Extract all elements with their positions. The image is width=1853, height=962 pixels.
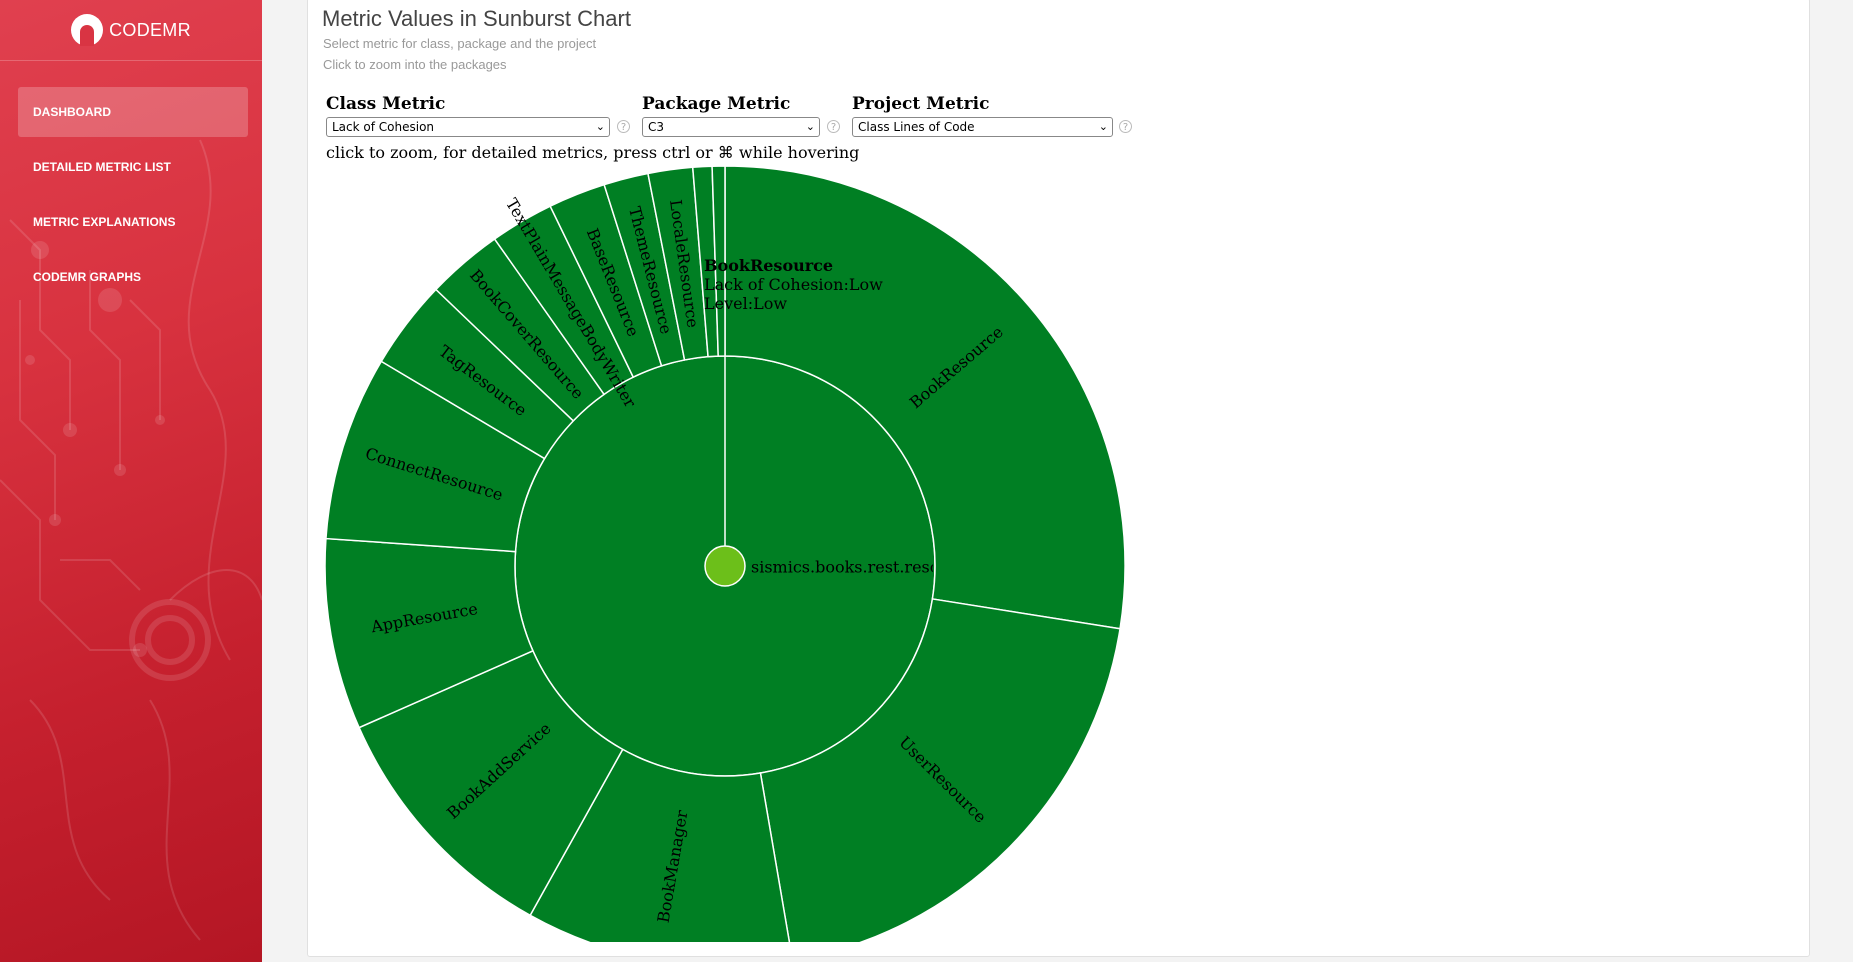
sunburst-class-arc[interactable] — [759, 598, 1121, 942]
package-metric-value: C3 — [648, 120, 665, 134]
sunburst-center-label: sismics.books.rest.reso — [751, 558, 939, 577]
project-metric-help-icon[interactable]: ? — [1119, 120, 1132, 133]
sidebar-item-detailed-metric-list[interactable]: DETAILED METRIC LIST — [33, 160, 171, 174]
tooltip-level: Level:Low — [704, 294, 788, 313]
zoom-hint: click to zoom, for detailed metrics, pre… — [326, 143, 860, 162]
tooltip-title: BookResource — [704, 256, 834, 275]
package-metric-label: Package Metric — [642, 94, 791, 114]
project-metric-value: Class Lines of Code — [858, 120, 975, 134]
sunburst-class-arc[interactable] — [724, 165, 1126, 630]
sidebar-circuit-decoration — [0, 139, 262, 941]
chevron-down-icon: ⌄ — [1098, 120, 1108, 133]
class-metric-value: Lack of Cohesion — [332, 120, 435, 134]
sidebar-item-dashboard[interactable]: DASHBOARD — [18, 87, 248, 137]
project-metric-label: Project Metric — [852, 94, 990, 114]
class-metric-select[interactable]: Lack of Cohesion ⌄ — [326, 117, 610, 137]
brand-logo[interactable]: CODEMR — [0, 0, 262, 61]
class-metric-label: Class Metric — [326, 94, 446, 114]
tooltip-metric: Lack of Cohesion:Low — [704, 275, 883, 294]
page-subtitle: Select metric for class, package and the… — [323, 36, 597, 51]
class-metric-help-icon[interactable]: ? — [617, 120, 630, 133]
package-metric-help-icon[interactable]: ? — [827, 120, 840, 133]
sunburst-center-node[interactable] — [704, 545, 746, 587]
project-metric-select[interactable]: Class Lines of Code ⌄ — [852, 117, 1113, 137]
sidebar-nav: DASHBOARD DETAILED METRIC LIST METRIC EX… — [18, 87, 248, 307]
sunburst-chart[interactable]: BookResourceUserResourceBookManagerBookA… — [320, 160, 1140, 942]
codemr-logo-icon — [71, 14, 104, 46]
page-subtitle-zoom: Click to zoom into the packages — [323, 57, 507, 72]
sidebar-item-metric-explanations[interactable]: METRIC EXPLANATIONS — [33, 215, 176, 229]
chevron-down-icon: ⌄ — [805, 120, 815, 133]
chevron-down-icon: ⌄ — [595, 120, 605, 133]
package-metric-select[interactable]: C3 ⌄ — [642, 117, 820, 137]
sidebar-item-codemr-graphs[interactable]: CODEMR GRAPHS — [33, 270, 142, 284]
sunburst-class-arc[interactable] — [529, 748, 792, 942]
page-title: Metric Values in Sunburst Chart — [322, 6, 631, 31]
sidebar: CODEMR DASHBOARD DETAILED METRIC LIST ME… — [0, 0, 262, 962]
brand-name: CODEMR — [109, 19, 191, 40]
hover-tooltip: BookResource Lack of Cohesion:Low Level:… — [704, 256, 883, 313]
